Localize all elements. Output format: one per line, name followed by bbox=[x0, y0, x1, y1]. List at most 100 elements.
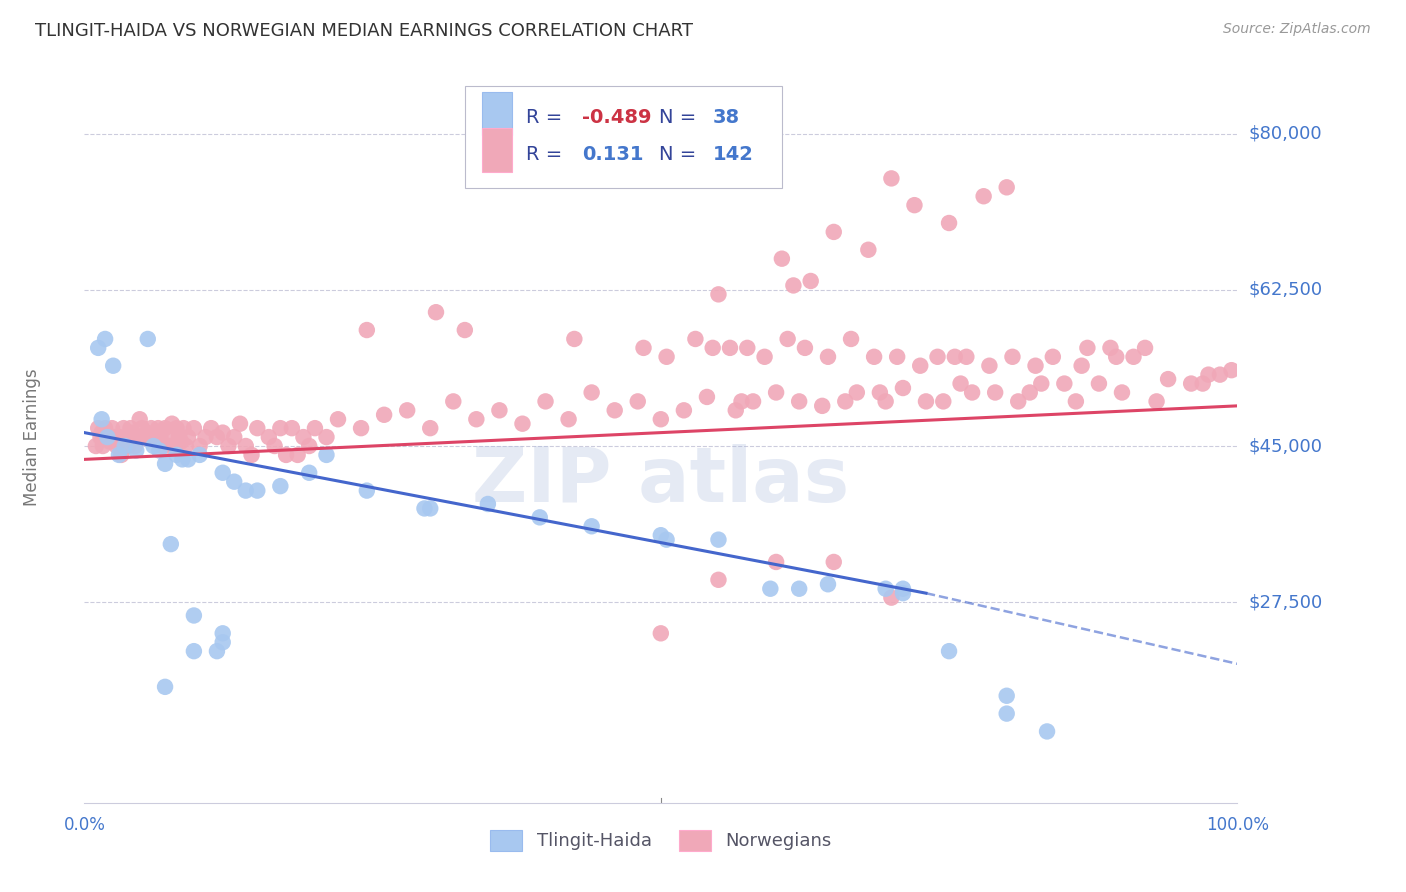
Text: -0.489: -0.489 bbox=[582, 108, 652, 127]
Point bbox=[737, 341, 759, 355]
Point bbox=[131, 421, 153, 435]
Point bbox=[1146, 394, 1168, 409]
Point bbox=[96, 430, 118, 444]
Point bbox=[156, 430, 179, 444]
Point bbox=[1133, 341, 1156, 355]
Point bbox=[1042, 350, 1064, 364]
Point bbox=[995, 689, 1018, 703]
Point bbox=[188, 439, 211, 453]
Point bbox=[141, 421, 163, 435]
Point bbox=[823, 555, 845, 569]
Point bbox=[112, 421, 135, 435]
Point bbox=[707, 287, 730, 301]
Point bbox=[240, 448, 263, 462]
Point bbox=[938, 644, 960, 658]
Point bbox=[603, 403, 626, 417]
Point bbox=[153, 680, 176, 694]
Point bbox=[356, 323, 378, 337]
Point bbox=[995, 706, 1018, 721]
Point bbox=[685, 332, 707, 346]
Point bbox=[1122, 350, 1144, 364]
Text: ZIP atlas: ZIP atlas bbox=[472, 444, 849, 518]
Point bbox=[117, 439, 139, 453]
Point bbox=[1025, 359, 1047, 373]
Point bbox=[1007, 394, 1029, 409]
Point bbox=[263, 439, 285, 453]
Point bbox=[205, 644, 228, 658]
Point bbox=[396, 403, 419, 417]
Point bbox=[886, 350, 908, 364]
Point bbox=[718, 341, 741, 355]
Text: $45,000: $45,000 bbox=[1249, 437, 1323, 455]
Point bbox=[121, 425, 143, 440]
Point bbox=[1111, 385, 1133, 400]
Point bbox=[1220, 363, 1243, 377]
Point bbox=[211, 635, 233, 649]
Point bbox=[891, 381, 914, 395]
Point bbox=[120, 421, 142, 435]
Point bbox=[1180, 376, 1202, 391]
Point bbox=[534, 394, 557, 409]
Point bbox=[281, 421, 304, 435]
Point bbox=[315, 430, 337, 444]
Point bbox=[160, 537, 183, 551]
Point bbox=[776, 332, 799, 346]
Point bbox=[211, 466, 233, 480]
Point bbox=[817, 350, 839, 364]
Point bbox=[257, 430, 280, 444]
Point bbox=[224, 430, 246, 444]
Point bbox=[135, 425, 157, 440]
Point bbox=[149, 430, 172, 444]
Point bbox=[1099, 341, 1122, 355]
Point bbox=[246, 483, 269, 498]
Point bbox=[529, 510, 551, 524]
Point bbox=[650, 528, 672, 542]
Text: 100.0%: 100.0% bbox=[1206, 816, 1268, 834]
Text: R =: R = bbox=[526, 145, 568, 163]
Point bbox=[880, 591, 903, 605]
Point bbox=[153, 457, 176, 471]
Point bbox=[979, 359, 1001, 373]
Text: Source: ZipAtlas.com: Source: ZipAtlas.com bbox=[1223, 22, 1371, 37]
Point bbox=[915, 394, 938, 409]
Point bbox=[166, 448, 188, 462]
Point bbox=[845, 385, 868, 400]
Point bbox=[91, 439, 114, 453]
Point bbox=[984, 385, 1007, 400]
Point bbox=[205, 430, 228, 444]
Point bbox=[891, 582, 914, 596]
Point bbox=[103, 359, 124, 373]
Point bbox=[235, 439, 257, 453]
Point bbox=[94, 332, 117, 346]
Point bbox=[124, 439, 146, 453]
Text: $62,500: $62,500 bbox=[1249, 281, 1323, 299]
Text: 0.131: 0.131 bbox=[582, 145, 644, 163]
Point bbox=[94, 421, 117, 435]
Point bbox=[488, 403, 510, 417]
Point bbox=[927, 350, 949, 364]
Point bbox=[108, 448, 131, 462]
Point bbox=[1064, 394, 1087, 409]
Point bbox=[943, 350, 966, 364]
Point bbox=[167, 430, 190, 444]
Point bbox=[696, 390, 718, 404]
Point bbox=[633, 341, 655, 355]
Point bbox=[87, 421, 110, 435]
Point bbox=[707, 533, 730, 547]
Point bbox=[90, 412, 112, 426]
Point bbox=[955, 350, 977, 364]
Point bbox=[655, 350, 678, 364]
Point bbox=[1198, 368, 1220, 382]
Point bbox=[724, 403, 747, 417]
Point bbox=[477, 497, 499, 511]
Point bbox=[98, 434, 121, 449]
FancyBboxPatch shape bbox=[482, 128, 512, 171]
Point bbox=[105, 439, 128, 453]
Point bbox=[1031, 376, 1053, 391]
Point bbox=[152, 439, 174, 453]
Point bbox=[858, 243, 880, 257]
Point bbox=[292, 430, 315, 444]
Point bbox=[1088, 376, 1111, 391]
Point bbox=[794, 341, 817, 355]
Point bbox=[114, 439, 136, 453]
